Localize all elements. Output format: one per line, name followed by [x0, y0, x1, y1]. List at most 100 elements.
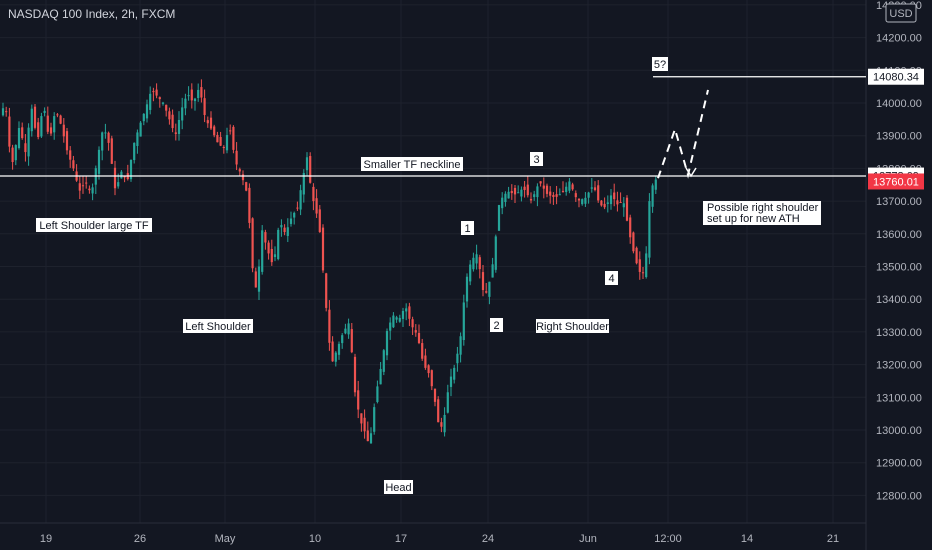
candle-body: [17, 128, 21, 149]
candle-body: [321, 227, 325, 271]
candle-body: [280, 225, 283, 228]
candle-body: [56, 114, 59, 116]
candle-body: [414, 330, 417, 333]
candle-body: [494, 236, 497, 270]
candle-body: [88, 188, 91, 191]
x-tick-label: May: [215, 533, 236, 545]
y-tick-label: 13300.00: [876, 327, 922, 339]
candle-body: [168, 111, 171, 120]
candle-body: [21, 127, 24, 139]
candle-body: [181, 107, 184, 121]
candle-body: [309, 156, 312, 183]
candle-body: [549, 191, 552, 196]
candle-body: [536, 186, 539, 198]
annotation-box: [703, 201, 821, 225]
annotation-text: 1: [464, 223, 470, 235]
candle-body: [654, 179, 657, 190]
candle-body: [539, 181, 542, 184]
candle-body: [37, 122, 40, 138]
annotation-label: Left Shoulder large TF: [36, 218, 152, 232]
candle-body: [513, 187, 517, 195]
candle-body: [597, 185, 600, 201]
candle-body: [305, 157, 309, 171]
annotation-label: Right Shoulder: [536, 319, 609, 333]
annotation-box: [490, 318, 503, 332]
candle-body: [1, 108, 5, 116]
candle-body: [382, 350, 385, 372]
candle-body: [545, 185, 549, 194]
candle-body: [478, 257, 481, 270]
candle-body: [529, 198, 533, 201]
candle-body: [174, 132, 177, 134]
candle-body: [251, 218, 254, 269]
candle-body: [600, 200, 603, 206]
candle-body: [235, 150, 238, 165]
candle-body: [232, 126, 235, 150]
candle-body: [571, 184, 574, 190]
candle-body: [526, 184, 529, 196]
candle-body: [312, 186, 315, 202]
candle-body: [49, 127, 53, 134]
candle-body: [155, 89, 158, 96]
candle-body: [129, 159, 133, 180]
y-tick-label: 13400.00: [876, 294, 922, 306]
candle-body: [337, 343, 341, 355]
annotation-box: [461, 221, 474, 235]
annotation-box: [652, 57, 668, 71]
candle-body: [584, 197, 587, 204]
candle-body: [190, 89, 193, 101]
annotation-text: Left Shoulder: [185, 321, 251, 333]
candle-body: [139, 122, 142, 137]
y-tick-label: 14000.00: [876, 98, 922, 110]
candle-body: [504, 193, 507, 203]
price-label-bg: [868, 173, 924, 190]
candle-body: [315, 198, 318, 214]
candle-body: [344, 328, 347, 334]
candle-body: [24, 143, 27, 153]
annotation-label: 5?: [652, 57, 668, 71]
candle-body: [200, 87, 203, 98]
candle-body: [398, 317, 401, 322]
candle-body: [331, 341, 334, 362]
candle-body: [78, 183, 81, 191]
candle-body: [53, 116, 56, 133]
candle-body: [366, 430, 369, 442]
candle-body: [363, 417, 366, 432]
candle-body: [225, 135, 229, 151]
candle-body: [373, 407, 376, 432]
candle-body: [142, 113, 145, 122]
annotation-text: 2: [493, 320, 499, 332]
candle-body: [456, 353, 459, 364]
candle-body: [357, 390, 360, 410]
candle-body: [497, 205, 501, 231]
annotation-box: [530, 152, 543, 166]
candle-body: [229, 130, 232, 132]
annotation-label: 1: [461, 221, 474, 235]
candle-body: [632, 232, 635, 252]
candle-body: [577, 199, 581, 201]
candle-body: [293, 212, 296, 218]
candle-body: [245, 182, 248, 191]
x-tick-label: 10: [309, 533, 321, 545]
candle-body: [542, 185, 545, 189]
annotation-box: [605, 271, 618, 285]
candle-body: [648, 201, 651, 258]
candle-body: [347, 323, 350, 335]
candle-body: [427, 365, 430, 374]
candle-body: [593, 187, 597, 190]
candle-body: [369, 433, 373, 444]
candle-body: [561, 190, 565, 192]
candle-body: [641, 272, 645, 274]
candle-body: [110, 138, 113, 164]
annotation-text: 4: [608, 273, 614, 285]
candle-body: [65, 131, 69, 151]
candle-body: [325, 273, 328, 308]
candle-body: [40, 116, 43, 137]
candle-body: [392, 315, 395, 328]
y-tick-label: 13700.00: [876, 196, 922, 208]
candle-body: [302, 172, 305, 195]
candle-body: [619, 202, 622, 204]
x-tick-label: 26: [134, 533, 146, 545]
candle-body: [59, 115, 62, 124]
